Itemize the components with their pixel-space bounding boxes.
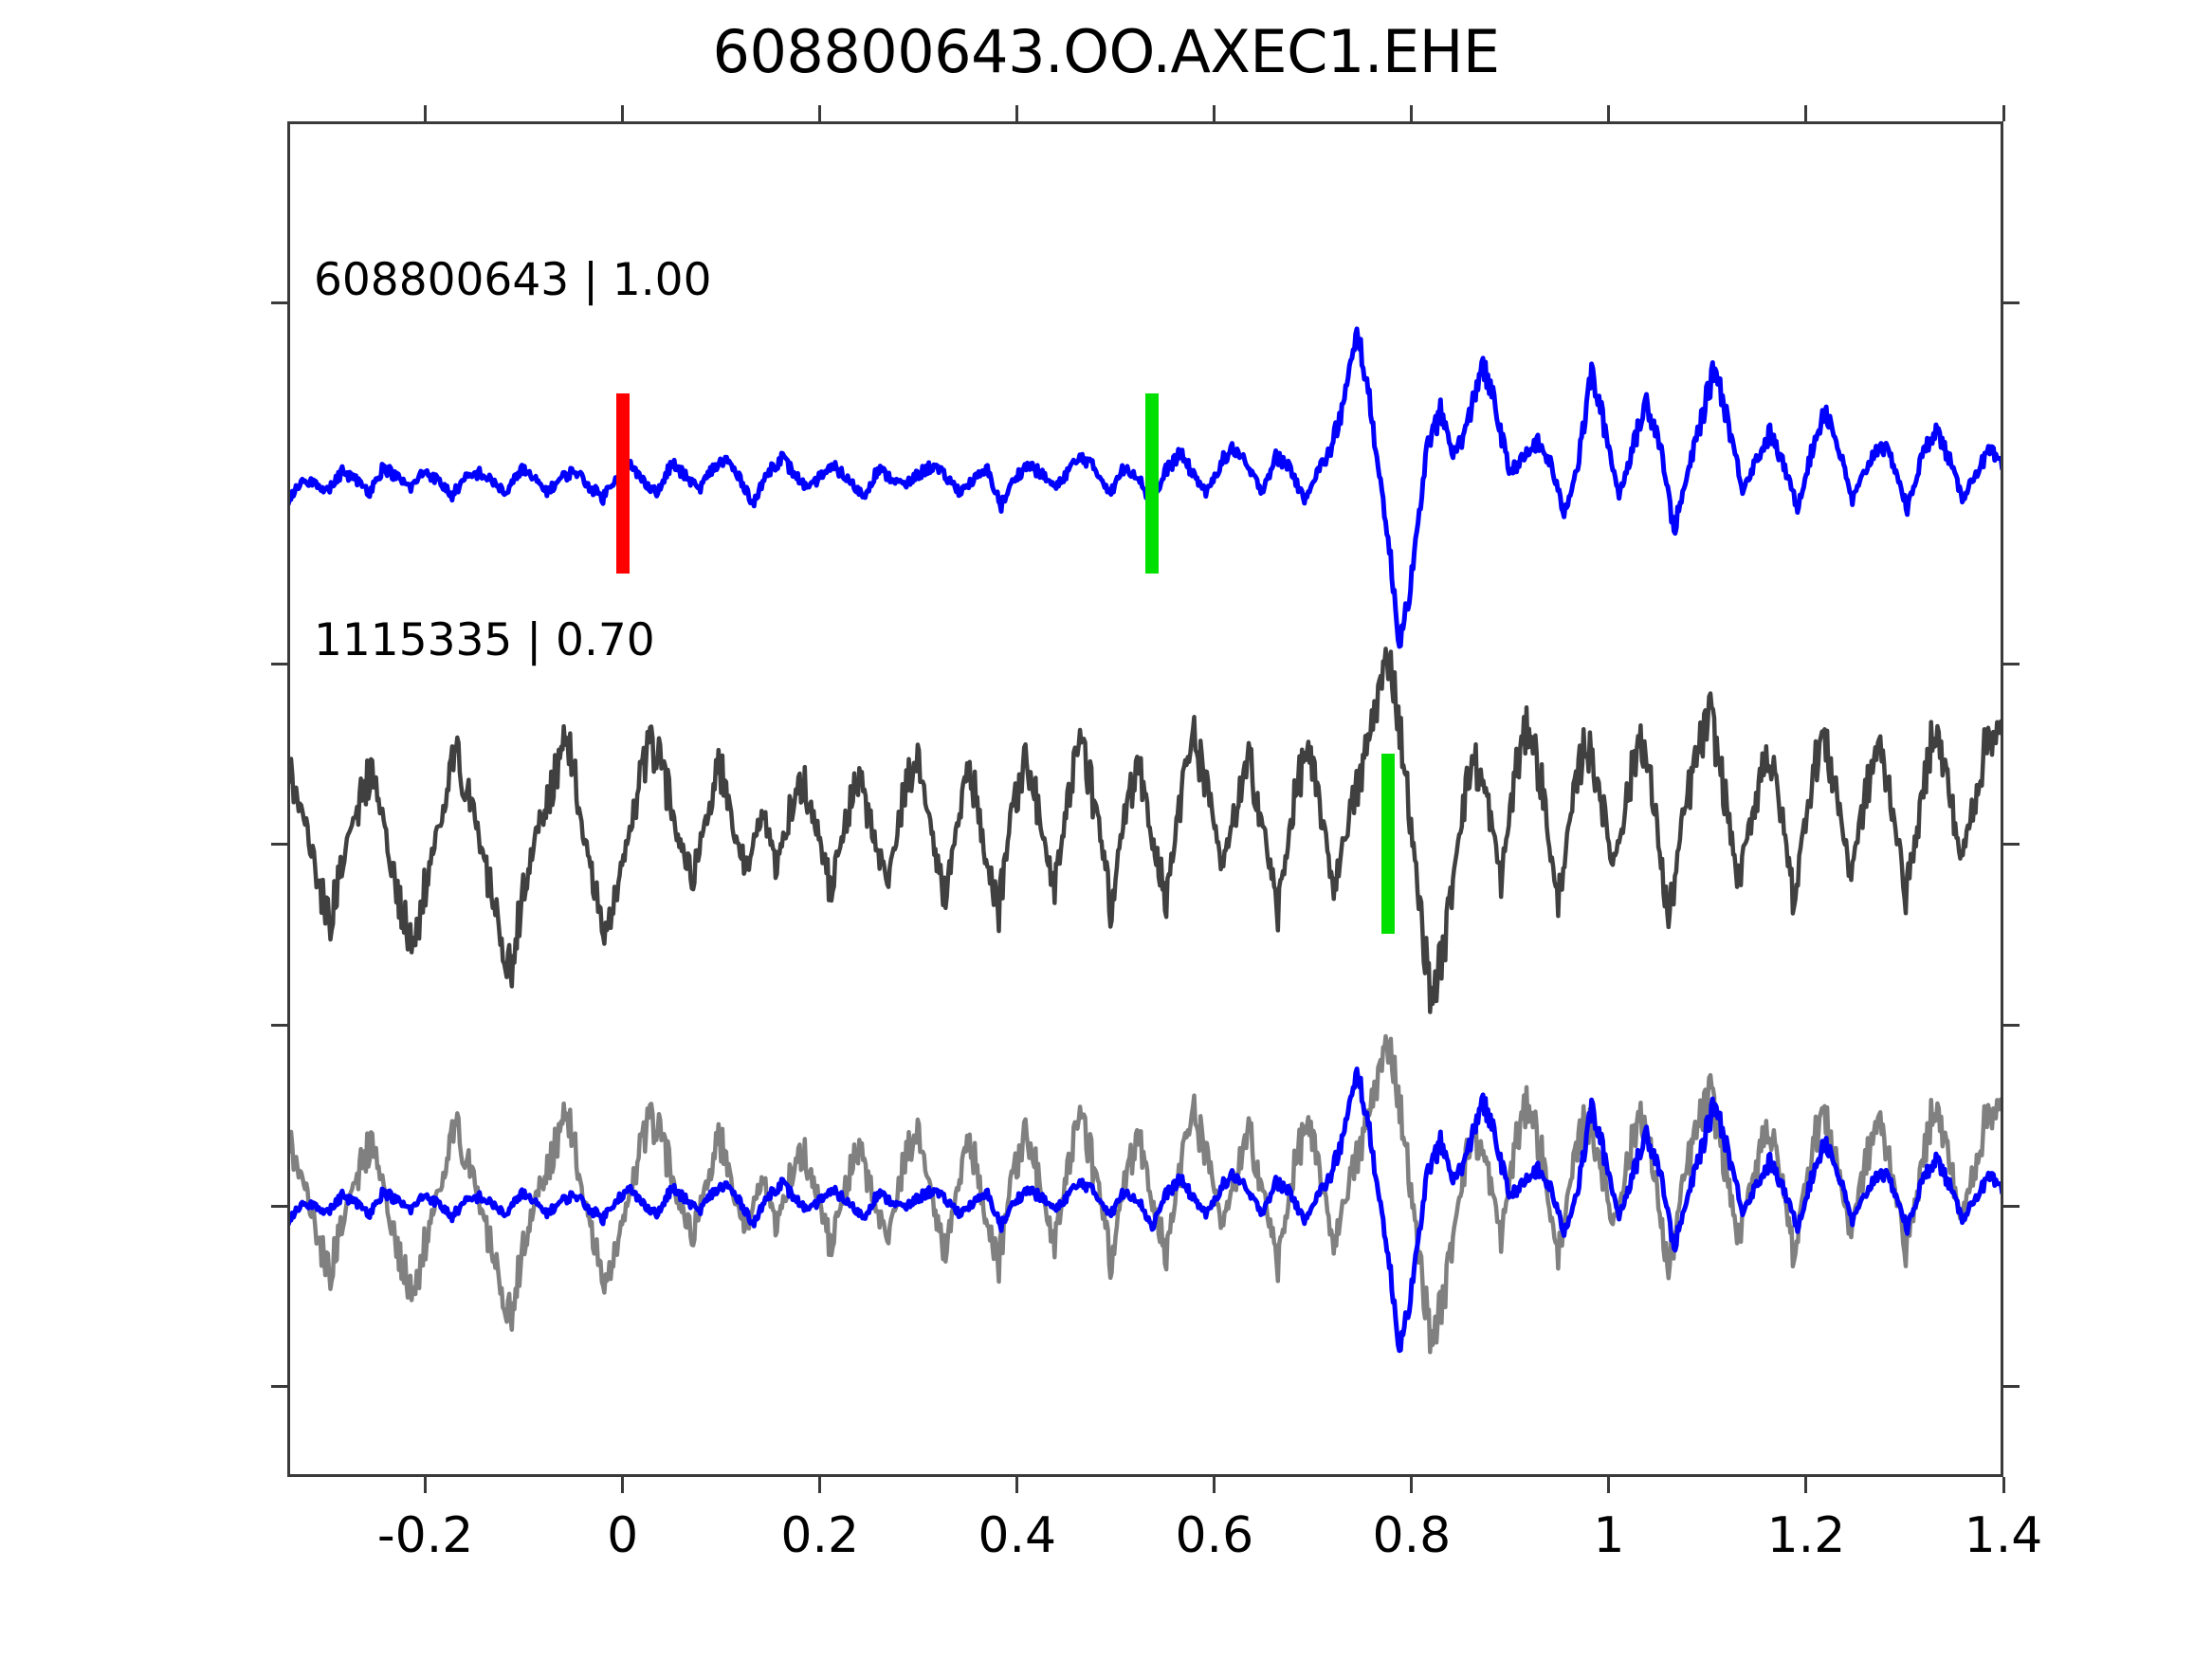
y-tick [271,1204,287,1208]
waveform-canvas [287,326,2003,1355]
x-tick-label: 1.2 [1766,1507,1846,1564]
y-tick [271,301,287,305]
y-tick [271,1024,287,1028]
waveform-path [287,1066,2003,1354]
y-tick [271,662,287,665]
trace-1115335 [287,647,2003,1014]
pick-marker-p-pick [615,392,630,574]
x-tick-label: 0.6 [1175,1507,1254,1564]
x-tick-top [1607,105,1611,121]
x-tick-label: 0.4 [978,1507,1057,1564]
x-tick [1410,1477,1414,1493]
x-tick-top [818,105,822,121]
x-tick [1607,1477,1611,1493]
waveform-path [287,647,2003,1014]
x-tick [818,1477,822,1493]
waveform-path [287,1033,2003,1355]
pick-marker-s-pick [1145,392,1160,574]
trace-overlay [287,1033,2003,1355]
x-tick-label: 0.2 [780,1507,860,1564]
y-tick [2003,1384,2020,1388]
x-tick [1015,1477,1019,1493]
y-tick [2003,842,2020,846]
y-tick [271,842,287,846]
page-title: 608800643.OO.AXEC1.EHE [712,17,1501,86]
x-tick [1804,1477,1808,1493]
y-tick [271,1384,287,1388]
y-tick [2003,1204,2020,1208]
x-tick-top [1410,105,1414,121]
y-tick [2003,662,2020,665]
x-tick-top [424,105,428,121]
x-tick-label: -0.2 [376,1507,474,1564]
x-tick-label: 1 [1593,1507,1625,1564]
x-tick [424,1477,428,1493]
pick-marker-s-pick [1380,754,1395,935]
x-tick-top [1213,105,1216,121]
x-tick-label: 0.8 [1372,1507,1452,1564]
x-tick-top [1015,105,1019,121]
trace-608800643 [287,326,2003,649]
x-tick [2002,1477,2005,1493]
x-tick [621,1477,625,1493]
x-tick-top [621,105,625,121]
x-tick-label: 1.4 [1964,1507,2043,1564]
trace-label-608800643: 608800643 | 1.00 [314,254,712,306]
x-tick-label: 0 [607,1507,639,1564]
y-tick [2003,1024,2020,1028]
waveform-path [287,326,2003,649]
x-tick-top [1804,105,1808,121]
trace-label-1115335: 1115335 | 0.70 [314,614,655,666]
y-tick [2003,301,2020,305]
plot-area: -0.2 0 0.2 0.4 0.6 0.8 1 1.2 1.4 608800643 | 1.0… [271,105,2042,1564]
x-tick-top [2002,105,2005,121]
x-tick [1213,1477,1216,1493]
